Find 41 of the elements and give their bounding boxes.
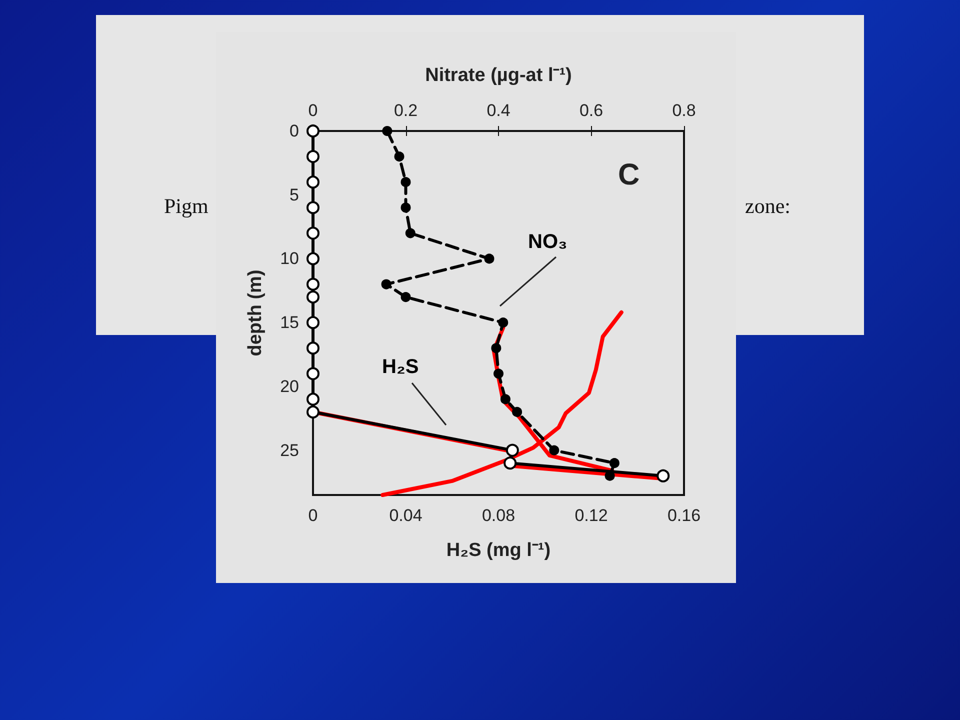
y-tick-label: 10	[280, 249, 299, 268]
x2-tick-label: 0.8	[672, 101, 696, 120]
y-tick-label: 0	[290, 122, 299, 140]
x-tick-label: 0	[308, 506, 318, 525]
x2-tick-label: 0.6	[579, 101, 604, 120]
point	[656, 469, 670, 482]
x-tick-label: 0.04	[389, 506, 422, 525]
annotation: C	[618, 158, 640, 192]
point	[306, 342, 320, 355]
text: Pigm	[164, 194, 208, 219]
text: H₂S	[382, 356, 419, 378]
point	[306, 290, 320, 304]
point	[306, 150, 320, 164]
text: zone:	[745, 194, 790, 219]
x-tick-label: 0.16	[667, 506, 701, 525]
x2-axis-title: Nitrate (µg-at l⁻¹)	[425, 65, 572, 86]
line-series	[380, 310, 624, 497]
point	[306, 252, 320, 266]
point	[504, 456, 517, 470]
y-tick-label: 15	[280, 313, 299, 332]
x2-tick-label: 0.4	[486, 101, 510, 120]
y-tick-label: 20	[280, 376, 299, 396]
x-tick-label: 0.08	[482, 506, 516, 525]
point	[306, 405, 320, 418]
x2-tick-label: 0.2	[394, 101, 418, 120]
x2-tick-label: 0	[308, 101, 318, 120]
point	[306, 392, 320, 406]
y-axis-title: depth (m)	[245, 270, 266, 356]
y-tick-label: 5	[290, 185, 299, 204]
point	[306, 201, 320, 214]
x-axis-title: H₂S (mg l⁻¹)	[446, 540, 551, 561]
point	[306, 124, 320, 138]
point	[306, 226, 320, 240]
point	[306, 176, 320, 189]
x-tick-label: 0.12	[574, 506, 608, 525]
series-label: NO₃	[528, 231, 568, 253]
y-tick-label: 25	[280, 440, 299, 460]
point	[306, 278, 320, 291]
point	[306, 316, 320, 330]
point	[306, 367, 320, 380]
point	[506, 444, 519, 457]
